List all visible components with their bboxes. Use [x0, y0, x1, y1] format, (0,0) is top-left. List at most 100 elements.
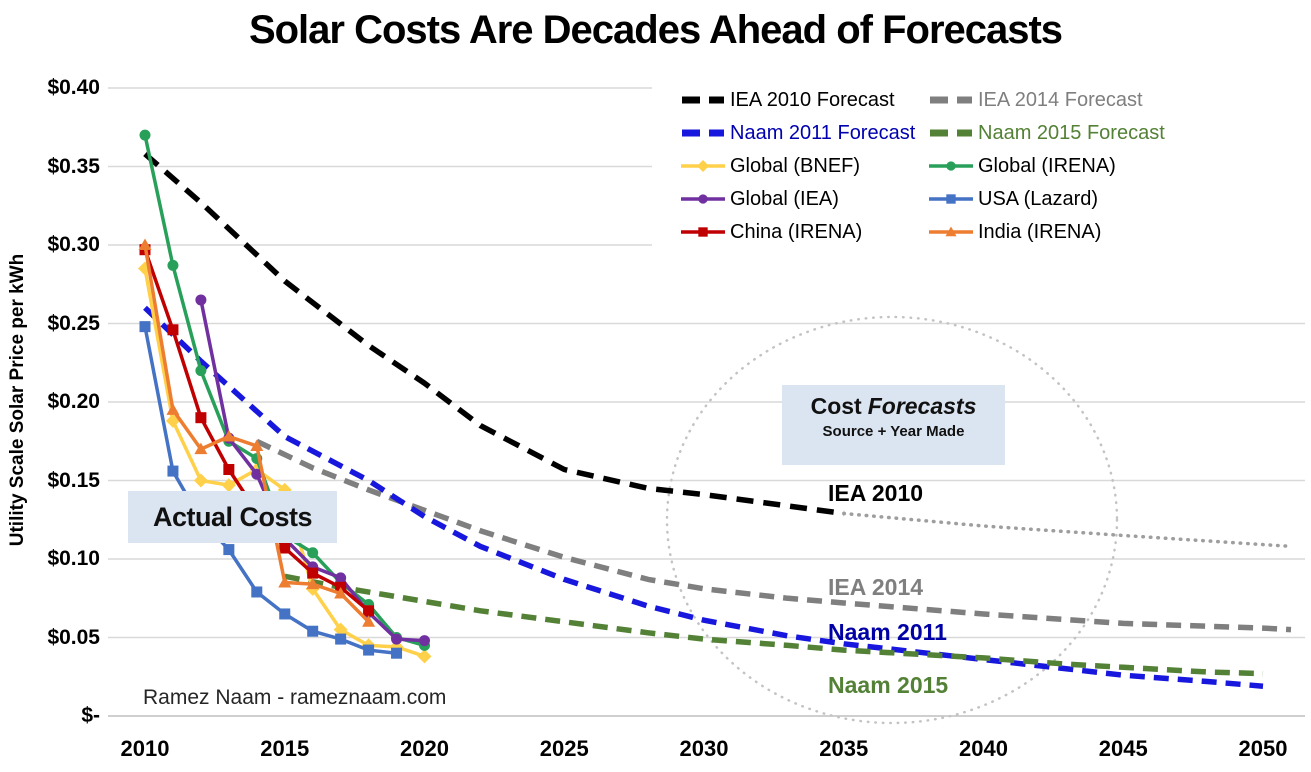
legend-item-global-bnef: Global (BNEF)	[680, 150, 860, 182]
legend-swatch-iea-2010-forecast	[682, 96, 724, 104]
legend-marker-india-irena	[945, 226, 957, 237]
legend-label-naam-2015-forecast: Naam 2015 Forecast	[978, 121, 1165, 144]
marker-china-irena	[195, 412, 207, 424]
legend-label-iea-2014-forecast: IEA 2014 Forecast	[978, 88, 1143, 111]
marker-global-irena	[307, 547, 319, 559]
marker-china-irena	[307, 567, 319, 579]
series-annotation-iea-2010: IEA 2010	[828, 480, 924, 506]
marker-usa-lazard	[279, 608, 291, 620]
y-tick-label-0-20: $0.20	[47, 390, 100, 413]
legend-label-usa-lazard: USA (Lazard)	[978, 187, 1099, 210]
legend-swatch-iea-2014-forecast	[930, 96, 972, 104]
marker-china-irena	[363, 605, 375, 617]
series-annotation-naam-2015: Naam 2015	[828, 672, 949, 698]
marker-india-irena	[194, 442, 208, 455]
marker-global-iea	[195, 294, 207, 306]
marker-india-irena	[250, 439, 264, 451]
series-path-global-bnef	[143, 268, 426, 658]
series-annotation-naam-2011: Naam 2011	[828, 619, 947, 645]
forecast-circle-annotation	[665, 315, 1119, 725]
legend-item-usa-lazard: USA (Lazard)	[928, 183, 1098, 215]
series-path-iea-2010-dotted-continuation	[842, 511, 1293, 549]
legend-item-china-irena: China (IRENA)	[680, 216, 862, 248]
marker-global-iea	[391, 633, 403, 645]
marker-china-irena	[167, 324, 179, 336]
cost-forecasts-subtitle: Source + Year Made	[822, 423, 965, 440]
legend-item-iea-2014-forecast: IEA 2014 Forecast	[928, 84, 1143, 116]
x-tick-label-2035: 2035	[819, 736, 869, 761]
legend-swatch-naam-2015-forecast	[930, 129, 972, 137]
actual-costs-text: Actual Costs	[152, 501, 313, 532]
legend-label-naam-2011-forecast: Naam 2011 Forecast	[730, 121, 916, 144]
y-tick-label-0-10: $0.10	[47, 547, 100, 570]
marker-india-irena	[278, 576, 292, 588]
legend: IEA 2010 Forecast IEA 2014 Forecast Naam 2…	[652, 84, 1308, 248]
marker-india-irena	[166, 403, 180, 415]
legend-swatch-global-iea	[681, 194, 725, 204]
marker-global-iea	[251, 468, 263, 480]
marker-global-iea	[419, 635, 430, 647]
y-tick-label-0-05: $0.05	[47, 625, 100, 649]
marker-india-irena	[334, 587, 348, 599]
x-tick-label-2015: 2015	[260, 736, 310, 761]
legend-item-global-irena: Global (IRENA)	[928, 150, 1116, 182]
marker-global-iea	[335, 572, 347, 584]
y-tick-label-0-25: $0.25	[47, 311, 100, 335]
cost-forecasts-label: Cost Forecasts Source + Year Made	[782, 385, 1005, 465]
legend-swatch-china-irena	[681, 227, 725, 237]
attribution: Ramez Naam - rameznaam.com	[143, 686, 447, 709]
legend-swatch-india-irena	[929, 226, 973, 237]
y-tick-label-0-15: $0.15	[47, 468, 100, 492]
legend-item-india-irena: India (IRENA)	[928, 216, 1101, 248]
marker-usa-lazard	[139, 321, 151, 333]
cost-forecasts-title-regular: Cost	[810, 393, 862, 419]
marker-usa-lazard	[307, 625, 319, 637]
chart-title: Solar Costs Are Decades Ahead of Forecas…	[248, 8, 1063, 52]
legend-marker-global-iea	[698, 194, 708, 204]
legend-marker-usa-lazard	[946, 194, 956, 204]
marker-india-irena	[138, 238, 152, 250]
legend-item-iea-2010-forecast: IEA 2010 Forecast	[680, 84, 895, 116]
marker-china-irena	[223, 464, 235, 476]
marker-india-irena	[222, 430, 236, 442]
y-tick-label-: $-	[81, 704, 100, 727]
series-path-naam-2011-forecast	[143, 305, 1264, 689]
legend-item-global-iea: Global (IEA)	[680, 183, 839, 215]
legend-swatch-global-bnef	[681, 160, 725, 172]
series-path-naam-2015-forecast	[284, 573, 1264, 677]
legend-label-global-iea: Global (IEA)	[730, 187, 839, 210]
marker-global-irena	[139, 129, 151, 141]
y-tick-label-0-30: $0.30	[47, 233, 100, 256]
legend-label-global-irena: Global (IRENA)	[978, 154, 1116, 177]
marker-usa-lazard	[363, 644, 375, 656]
marker-global-bnef	[417, 649, 432, 664]
legend-label-india-irena: India (IRENA)	[978, 220, 1102, 243]
marker-usa-lazard	[335, 633, 347, 645]
series-path-global-irena	[143, 134, 425, 648]
marker-usa-lazard	[223, 544, 235, 556]
series-annotation-iea-2014: IEA 2014	[828, 574, 924, 600]
legend-swatch-naam-2011-forecast	[682, 129, 724, 137]
series-path-iea-2014-forecast	[255, 438, 1292, 633]
marker-global-bnef	[221, 478, 236, 493]
legend-marker-china-irena	[698, 227, 708, 237]
cost-forecasts-title-italic: Forecasts	[867, 393, 977, 419]
marker-usa-lazard	[167, 465, 179, 477]
marker-india-irena	[362, 615, 376, 627]
actual-costs-label: Actual Costs	[128, 491, 337, 543]
marker-china-irena	[279, 542, 291, 554]
legend-marker-global-bnef	[697, 160, 709, 172]
x-tick-label-2010: 2010	[120, 736, 170, 761]
legend-swatch-usa-lazard	[929, 194, 973, 204]
marker-usa-lazard	[251, 586, 263, 598]
cost-forecasts-title: Cost Forecasts	[782, 393, 1005, 420]
legend-marker-global-irena	[946, 161, 956, 171]
marker-usa-lazard	[391, 647, 403, 659]
x-tick-label-2045: 2045	[1098, 736, 1148, 761]
y-tick-label-0-35: $0.35	[47, 154, 100, 178]
marker-global-bnef	[333, 622, 348, 637]
legend-label-iea-2010-forecast: IEA 2010 Forecast	[730, 88, 895, 111]
marker-global-irena	[195, 365, 207, 377]
x-tick-label-2040: 2040	[959, 736, 1008, 761]
